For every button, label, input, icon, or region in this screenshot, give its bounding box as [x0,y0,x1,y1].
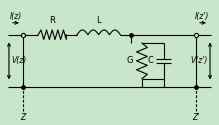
Text: I(z'): I(z') [195,12,209,21]
Text: C: C [148,56,154,65]
Text: V(z'): V(z') [191,56,208,65]
Text: L: L [96,16,101,25]
Text: V(z): V(z) [11,56,26,65]
Text: Z: Z [20,113,26,122]
Text: Z': Z' [192,113,200,122]
Text: R: R [49,16,55,25]
Text: I(z): I(z) [10,12,22,21]
Text: G: G [127,56,133,65]
